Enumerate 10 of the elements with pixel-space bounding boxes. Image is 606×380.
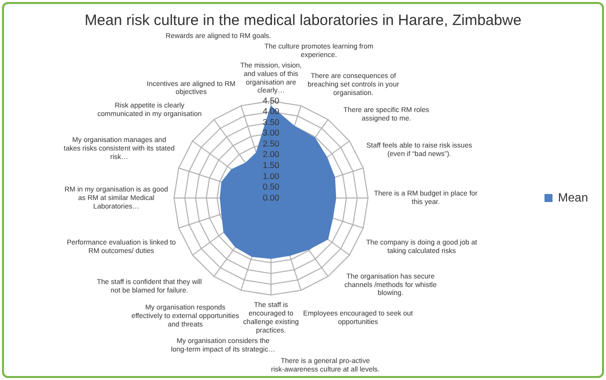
chart-title: Mean risk culture in the medical laboratories in Harare, Zimbabwe xyxy=(84,12,522,29)
y-tick-label: 2.50 xyxy=(262,138,280,148)
y-tick-label: 0.50 xyxy=(262,182,280,192)
y-tick-label: 0.00 xyxy=(262,192,280,202)
legend-label: Mean xyxy=(558,190,588,204)
y-tick-label: 2.00 xyxy=(262,149,280,160)
y-tick-label: 4.50 xyxy=(262,95,280,106)
y-tick-label: 3.00 xyxy=(262,128,280,138)
y-tick-label: 1.50 xyxy=(262,160,280,170)
y-tick-label: 1.00 xyxy=(262,170,280,181)
